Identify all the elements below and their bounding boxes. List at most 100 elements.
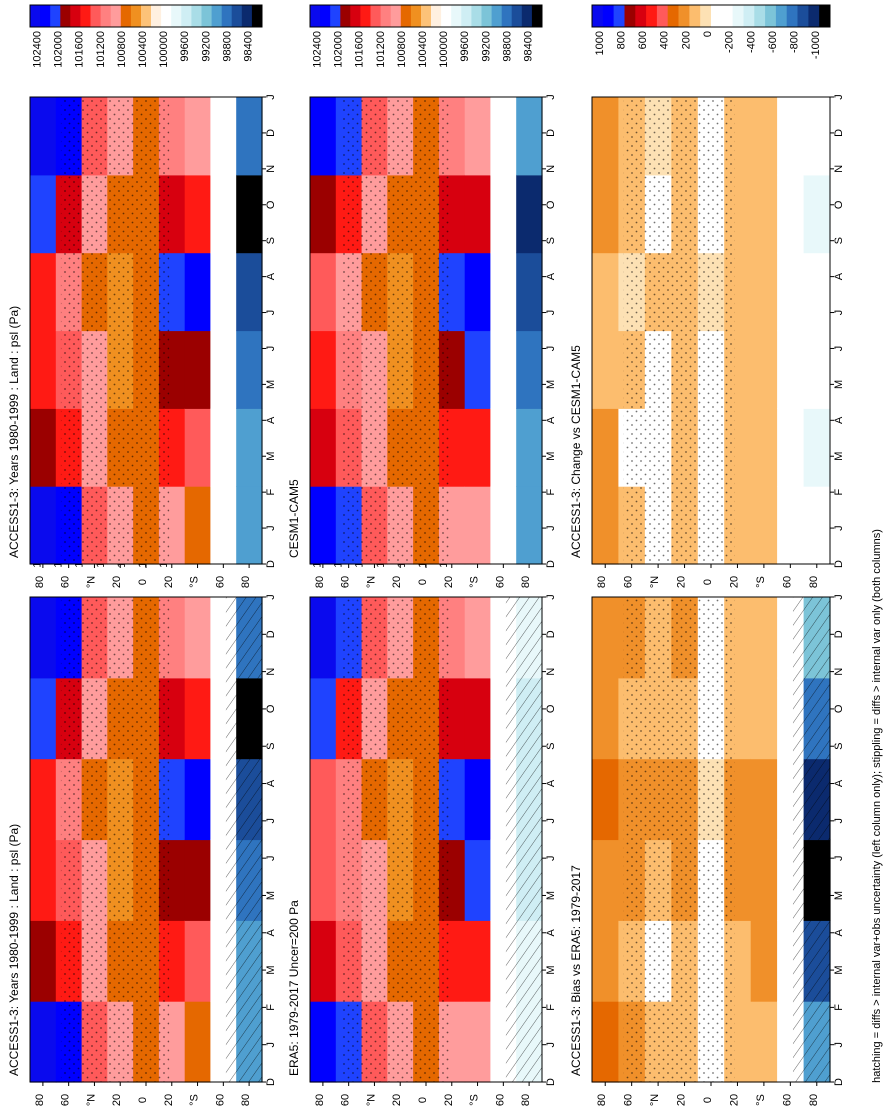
colorbar-swatch <box>241 5 253 27</box>
colorbar-tick-label: 101200 <box>375 31 387 68</box>
colorbar-tick-label: 99200 <box>200 31 212 62</box>
heatmap-cell <box>592 252 619 332</box>
heatmap-cell <box>30 1001 57 1083</box>
month-tick-label: M <box>833 891 845 900</box>
heatmap-cell <box>184 174 212 254</box>
heatmap-cell <box>750 597 778 679</box>
panel-title: ACCESS1-3: Years 1980-1999 : Land : psl … <box>7 306 21 558</box>
heatmap-cell <box>750 97 778 176</box>
month-tick-label: A <box>833 272 845 280</box>
heatmap-cell <box>592 677 619 760</box>
heatmap-cell <box>777 174 805 254</box>
colorbar-swatch <box>380 5 392 27</box>
lat-tick-label: 60 <box>781 1094 793 1106</box>
heatmap-cell <box>490 174 517 254</box>
colorbar-swatch <box>511 5 523 27</box>
heatmap-cell <box>236 97 263 176</box>
heatmap-cell <box>464 839 492 921</box>
lat-tick-label: 80 <box>808 1094 820 1106</box>
lat-tick-label: °S <box>469 1094 481 1106</box>
month-tick-label: D <box>545 1078 557 1086</box>
heatmap-cell <box>464 174 492 254</box>
heatmap-cell <box>464 97 492 176</box>
heatmap-cell <box>210 408 237 487</box>
colorbar-swatch <box>110 5 122 27</box>
heatmap-cell <box>464 597 492 679</box>
month-tick-label: N <box>545 165 557 173</box>
heatmap-cell <box>777 330 805 409</box>
month-tick-label: D <box>545 560 557 568</box>
colorbar-swatch <box>400 5 412 27</box>
lat-tick-label: 60 <box>214 576 226 588</box>
heatmap-cell <box>464 330 492 409</box>
colorbar-swatch <box>350 5 361 27</box>
panel-era5: 80 60 °N 20 0 20 °S 60 80 D J F M A M J J A S O N D J ERA5: 197… <box>287 504 557 1106</box>
colorbar-swatch <box>592 5 604 27</box>
heatmap-cell <box>310 174 337 254</box>
lat-tick-label: 20 <box>728 576 740 588</box>
heatmap-cell <box>310 1001 337 1083</box>
lat-tick-label: 60 <box>340 1094 352 1106</box>
month-tick-label: J <box>265 94 277 100</box>
heatmap-cell <box>236 408 263 487</box>
heatmap-cell <box>310 486 337 565</box>
lat-tick-label: 0 <box>417 579 429 585</box>
colorbar-swatch <box>531 5 543 27</box>
colorbar-tick-label: 100800 <box>396 31 408 68</box>
panel-bias: 80 60 °N 20 0 20 °S 60 80 D J F M A M J J A S O N D J ACCESS1-3… <box>569 504 845 1106</box>
heatmap-cell <box>516 252 543 332</box>
colorbar-swatch <box>461 5 472 27</box>
heatmap-cell <box>30 252 57 332</box>
heatmap-cell <box>592 408 619 487</box>
stipple-overlay <box>60 597 170 1082</box>
stipple-overlay <box>623 97 735 564</box>
colorbar-tick-label: 100000 <box>158 31 170 68</box>
colorbar-swatch <box>70 5 81 27</box>
panel-cesm: 80 60 °N 20 0 20 °S 60 80 D J F M A M J J A S O N D J CESM1-CAM… <box>287 4 557 588</box>
colorbar-tick-label: 200 <box>680 31 692 49</box>
lat-tick-label: 80 <box>34 1094 46 1106</box>
colorbar-swatch <box>711 5 723 27</box>
colorbar-tick-label: 99600 <box>179 31 191 62</box>
month-tick-label: M <box>833 966 845 975</box>
heatmap-cell <box>592 330 619 409</box>
lat-tick-label: °S <box>469 576 481 588</box>
month-tick-label: M <box>265 452 277 461</box>
lat-tick-label: 20 <box>163 576 175 588</box>
month-tick-label: J <box>265 525 277 531</box>
heatmap-cell <box>184 597 212 679</box>
heatmap-cell <box>184 839 212 921</box>
heatmap-cell <box>777 408 805 487</box>
heatmap-cell <box>750 252 778 332</box>
heatmap-cell <box>592 97 619 176</box>
colorbar-swatch <box>141 5 152 27</box>
colorbar-swatch <box>370 5 382 27</box>
heatmap-cell <box>490 252 517 332</box>
heatmap-cell <box>30 677 57 760</box>
heatmap-cell <box>30 486 57 565</box>
month-tick-label: F <box>265 489 277 496</box>
lat-tick-label: °S <box>189 576 201 588</box>
month-tick-label: J <box>545 310 557 316</box>
lat-tick-label: 60 <box>340 576 352 588</box>
colorbar-swatch <box>421 5 432 27</box>
colorbar-tick-label: 102400 <box>32 31 44 68</box>
heatmap-cell <box>310 97 337 176</box>
heatmap-cell <box>592 486 619 565</box>
stipple-overlay <box>623 597 735 1082</box>
heatmap-cell <box>464 486 492 565</box>
colorbar-tick-label: 102000 <box>333 31 345 68</box>
month-tick-label: J <box>833 818 845 824</box>
colorbar-swatch <box>310 5 321 27</box>
heatmap-cell <box>30 174 57 254</box>
colorbar-swatch <box>732 5 744 27</box>
month-tick-label: A <box>545 272 557 280</box>
heatmap-cell <box>592 174 619 254</box>
colorbar-swatch <box>340 5 351 27</box>
month-tick-label: J <box>265 310 277 316</box>
colorbar-tick-label: 99200 <box>480 31 492 62</box>
heatmap-cell <box>184 330 212 409</box>
colorbar-swatch <box>656 5 669 27</box>
heatmap-cell <box>464 252 492 332</box>
month-tick-label: J <box>833 594 845 600</box>
